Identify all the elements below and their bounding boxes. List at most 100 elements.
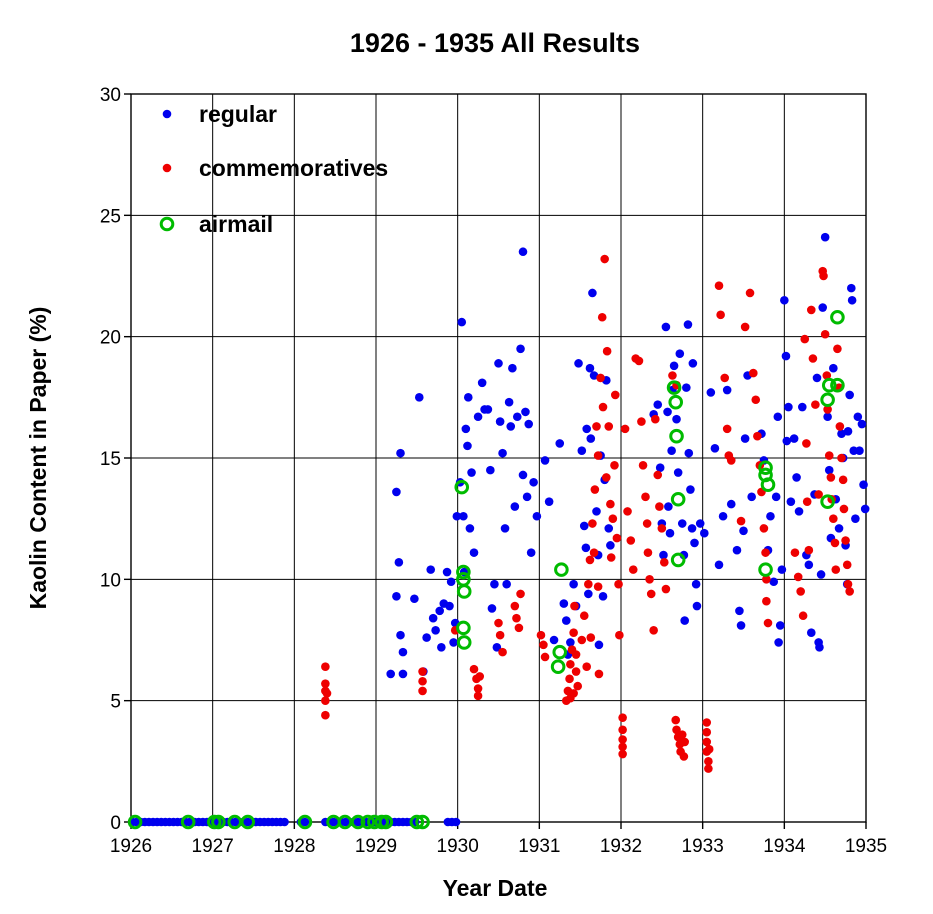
regular-point [518, 470, 528, 480]
regular-point [771, 492, 781, 502]
regular-point [459, 511, 468, 521]
commemoratives-point [418, 667, 427, 676]
commemoratives-point [512, 613, 521, 623]
regular-point [845, 390, 854, 400]
regular-point [740, 434, 750, 443]
regular-point [426, 565, 436, 574]
regular-point [688, 359, 698, 368]
commemoratives-point [646, 589, 656, 599]
regular-point [398, 647, 408, 657]
commemoratives-point [641, 492, 650, 502]
airmail-point [820, 494, 835, 509]
commemoratives-point [623, 507, 632, 516]
regular-point [594, 640, 604, 650]
commemoratives-point [704, 744, 714, 754]
commemoratives-point [811, 400, 820, 409]
regular-point [684, 448, 694, 458]
x-tick-label: 1926 [110, 836, 152, 857]
commemoratives-point [679, 752, 689, 761]
commemoratives-point [702, 737, 712, 747]
regular-point [561, 616, 571, 625]
regular-point [726, 499, 736, 509]
regular-point [806, 628, 816, 638]
commemoratives-point [651, 414, 660, 424]
commemoratives-point [802, 439, 811, 448]
commemoratives-point [806, 305, 816, 315]
commemoratives-point [802, 497, 812, 506]
y-tick-label: 5 [110, 692, 121, 713]
commemoratives-point [626, 536, 636, 545]
commemoratives-point [602, 473, 611, 482]
regular-point [549, 635, 559, 645]
regular-point [461, 424, 471, 434]
commemoratives-point [745, 288, 755, 298]
regular-point [818, 303, 828, 312]
legend-label-regular: regular [199, 101, 277, 127]
commemoratives-point [571, 667, 581, 676]
regular-point [682, 383, 691, 392]
commemoratives-point [796, 587, 805, 596]
airmail-point [760, 477, 776, 492]
regular-point [732, 545, 742, 555]
regular-point [506, 422, 516, 431]
regular-point [860, 504, 870, 514]
regular-point [518, 247, 528, 257]
regular-point [766, 511, 775, 521]
legend-marker-regular [162, 109, 172, 119]
regular-point [428, 613, 438, 623]
commemoratives-point [610, 390, 620, 400]
commemoratives-point [612, 533, 622, 543]
regular-point [604, 524, 614, 533]
regular-point [579, 521, 589, 531]
commemoratives-point [604, 422, 614, 431]
regular-point [574, 359, 583, 368]
commemoratives-point [672, 725, 681, 735]
commemoratives-point [649, 625, 658, 635]
regular-point [589, 371, 599, 380]
series-airmail [127, 309, 845, 830]
regular-point [467, 468, 476, 477]
commemoratives-point [536, 630, 546, 640]
commemoratives-point [668, 371, 677, 380]
commemoratives-point [593, 451, 603, 460]
y-tick-label: 25 [100, 206, 121, 227]
commemoratives-point [569, 689, 578, 698]
regular-point [487, 604, 497, 613]
regular-point [490, 579, 499, 589]
regular-point [502, 579, 511, 589]
x-tick-label: 1933 [682, 836, 724, 857]
commemoratives-point [473, 691, 483, 701]
commemoratives-point [620, 424, 630, 434]
regular-point [504, 397, 514, 407]
regular-point [718, 511, 728, 521]
commemoratives-point [822, 371, 832, 380]
commemoratives-point [841, 536, 850, 545]
regular-point [463, 441, 472, 451]
commemoratives-point [653, 470, 663, 480]
commemoratives-point [843, 579, 853, 589]
commemoratives-point [608, 514, 618, 523]
regular-point [473, 412, 483, 422]
regular-point [773, 412, 783, 422]
regular-point [792, 473, 801, 482]
commemoratives-point [494, 618, 503, 628]
regular-point [824, 465, 834, 475]
commemoratives-point [602, 346, 612, 356]
regular-point [667, 446, 676, 456]
regular-point [820, 232, 830, 242]
legend-marker-commemoratives [162, 163, 172, 173]
commemoratives-point [800, 334, 810, 344]
commemoratives-point [736, 516, 746, 526]
regular-point [786, 497, 796, 506]
commemoratives-point [628, 565, 638, 574]
regular-point [584, 589, 593, 599]
regular-point [394, 558, 404, 567]
commemoratives-point [618, 742, 627, 752]
commemoratives-point [751, 395, 761, 405]
regular-point [782, 436, 792, 446]
regular-point [804, 560, 814, 570]
commemoratives-point [589, 548, 599, 557]
commemoratives-point [495, 630, 505, 640]
commemoratives-point [677, 730, 687, 739]
